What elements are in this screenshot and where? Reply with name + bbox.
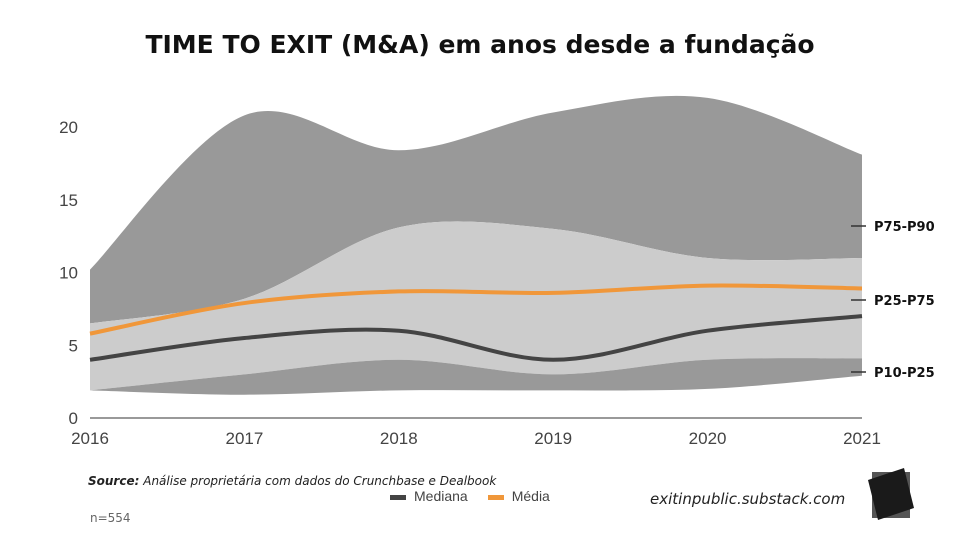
x-tick-label: 2018 [380, 429, 418, 448]
legend-label: Mediana [414, 488, 468, 504]
x-tick-label: 2017 [225, 429, 263, 448]
site-url: exitinpublic.substack.com [650, 490, 846, 508]
legend-swatch [390, 494, 406, 500]
x-tick-label: 2020 [689, 429, 727, 448]
series-line-mediana [89, 314, 863, 362]
legend: Mediana Média [390, 488, 550, 504]
y-tick-label: 20 [59, 118, 78, 137]
legend-label: Média [511, 488, 550, 504]
source-text: Análise proprietária com dados do Crunch… [143, 474, 497, 488]
band-label: P75-P90 [874, 220, 935, 235]
band-p10-p25 [90, 358, 862, 395]
series-line-media [89, 283, 863, 336]
sample-size: n=554 [90, 511, 131, 525]
y-tick-label: 5 [69, 336, 78, 355]
y-tick-label: 0 [69, 409, 78, 428]
x-tick-label: 2016 [71, 429, 109, 448]
band-p75-p90 [90, 95, 862, 324]
x-tick-label: 2019 [534, 429, 572, 448]
legend-item-mediana: Mediana [390, 488, 468, 504]
band-p25-p75 [90, 221, 862, 391]
x-tick-label: 2021 [843, 429, 881, 448]
legend-swatch [487, 494, 504, 500]
logo-icon [868, 468, 914, 520]
band-label: P10-P25 [874, 366, 935, 381]
band-label: P25-P75 [874, 294, 935, 309]
y-tick-label: 15 [59, 191, 78, 210]
source-label: Source: [88, 474, 140, 488]
legend-item-media: Média [487, 488, 550, 504]
source-note: Source: Análise proprietária com dados d… [88, 473, 496, 490]
y-tick-label: 10 [59, 264, 78, 283]
chart-title: TIME TO EXIT (M&A) em anos desde a funda… [145, 30, 815, 59]
